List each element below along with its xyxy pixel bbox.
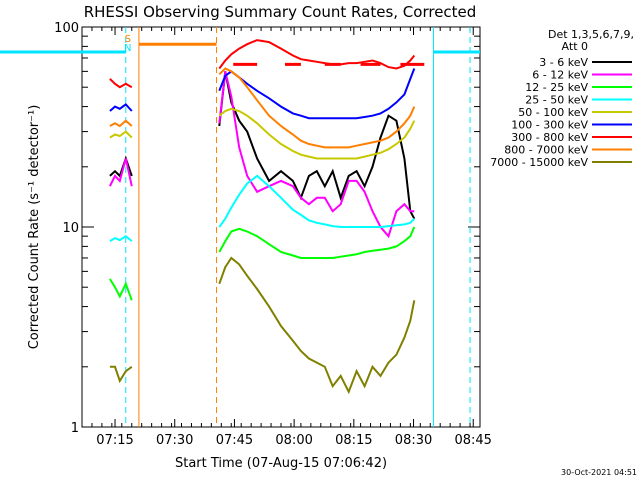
annotation-label: N	[124, 43, 131, 54]
y-axis-label: Corrected Count Rate (s⁻¹ detector⁻¹)	[27, 105, 42, 350]
legend-label: 3 - 6 keV	[539, 56, 588, 69]
series-line-8	[109, 119, 133, 128]
series-line-5	[109, 130, 133, 139]
x-tick-label: 07:30	[156, 433, 193, 448]
legend-label: 12 - 25 keV	[525, 81, 588, 94]
footer-timestamp: 30-Oct-2021 04:51	[561, 468, 637, 477]
series-line-7	[218, 39, 416, 70]
x-tick-label: 08:45	[454, 433, 491, 448]
series-line-9	[218, 256, 416, 395]
series-line-3	[109, 278, 133, 301]
legend-label: 100 - 300 keV	[511, 119, 588, 132]
series-line-5	[218, 107, 416, 160]
series-line-7	[109, 78, 133, 89]
series-line-6	[109, 103, 133, 112]
series-line-8	[218, 67, 416, 149]
x-tick-label: 08:15	[335, 433, 372, 448]
series-line-4	[218, 174, 416, 228]
legend-header-line-2: Att 0	[562, 40, 588, 53]
annotations: SN	[124, 34, 131, 54]
legend-label: 7000 - 15000 keV	[490, 156, 588, 169]
x-tick-label: 08:30	[395, 433, 432, 448]
y-tick-label: 100	[54, 21, 79, 36]
legend-label: 6 - 12 keV	[532, 69, 588, 82]
legend-label: 25 - 50 keV	[525, 94, 588, 107]
x-axis: 07:15 07:30 07:45 08:00 08:15 08:30 08:45	[81, 27, 492, 448]
x-tick-label: 08:00	[275, 433, 312, 448]
series-line-4	[109, 234, 133, 242]
series-line-9	[109, 365, 133, 384]
legend-label: 800 - 7000 keV	[504, 144, 588, 157]
x-tick-label: 07:45	[216, 433, 253, 448]
time-markers	[125, 27, 471, 427]
series-line-2	[109, 158, 133, 187]
annotation-label: S	[125, 34, 131, 45]
series-line-1	[218, 71, 416, 220]
series-line-6	[218, 68, 416, 120]
legend-label: 50 - 100 keV	[518, 106, 588, 119]
chart-title: RHESSI Observing Summary Count Rates, Co…	[84, 3, 477, 21]
series-line-3	[218, 226, 416, 259]
x-axis-label: Start Time (07-Aug-15 07:06:42)	[175, 456, 387, 471]
legend-header-line-1: Det 1,3,5,6,7,9,	[548, 28, 634, 41]
y-tick-label: 10	[62, 221, 79, 236]
x-tick-label: 07:15	[96, 433, 133, 448]
y-tick-label: 1	[71, 421, 79, 436]
legend-label: 300 - 800 keV	[511, 131, 588, 144]
series-lines	[109, 39, 416, 395]
series-line-2	[218, 71, 415, 239]
plot-frame	[81, 26, 481, 428]
